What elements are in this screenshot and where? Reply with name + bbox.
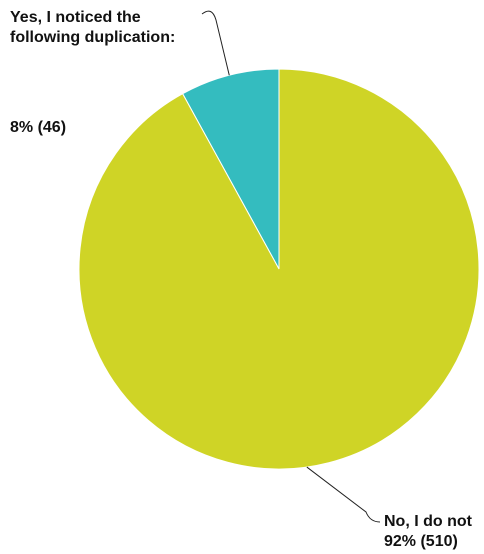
- pie-slices: [78, 68, 480, 470]
- slice-label-yes: Yes, I noticed the following duplication…: [10, 9, 176, 46]
- slice-value-no: 92% (510): [384, 533, 458, 550]
- slice-value-yes: 8% (46): [10, 119, 67, 136]
- leader-line-no: [306, 466, 381, 523]
- leader-lines: [201, 10, 381, 523]
- pie-slice-yes: [181, 68, 280, 270]
- slice-label-no: No, I do not: [384, 513, 472, 530]
- leader-line-yes: [201, 10, 230, 76]
- pie-slice-no: [78, 68, 480, 470]
